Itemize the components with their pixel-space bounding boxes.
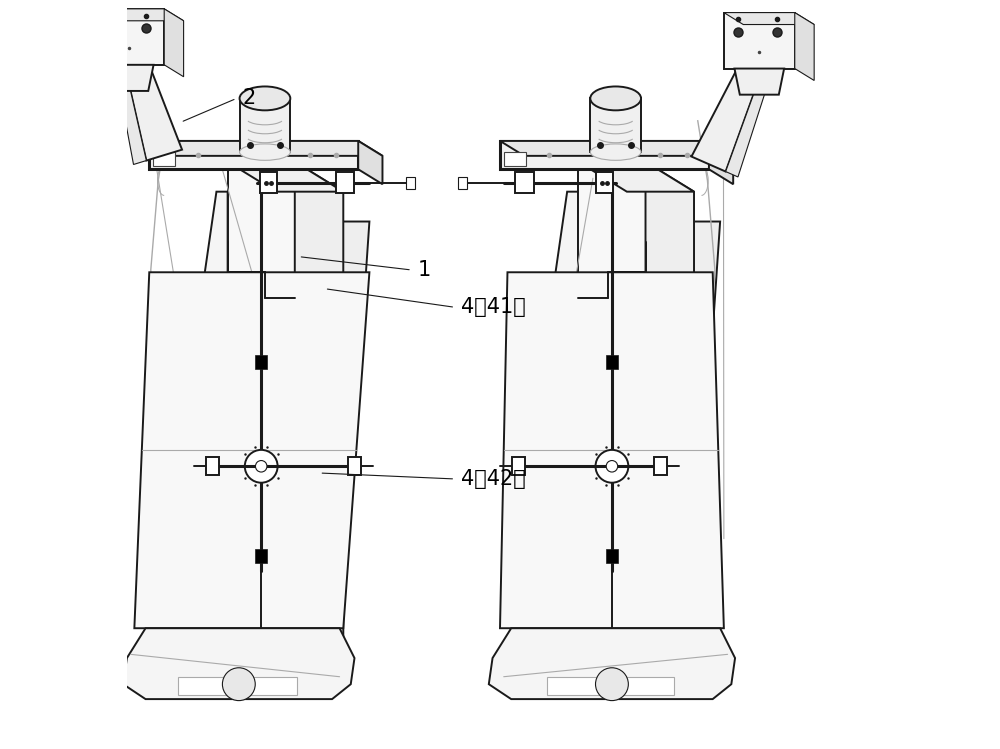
Polygon shape xyxy=(93,9,164,65)
Ellipse shape xyxy=(590,144,641,160)
Bar xyxy=(255,355,267,369)
Bar xyxy=(547,676,674,695)
Circle shape xyxy=(125,49,143,67)
Polygon shape xyxy=(489,628,735,699)
Bar xyxy=(606,355,618,369)
Bar xyxy=(406,177,415,189)
Bar xyxy=(260,172,277,193)
Text: 4（42）: 4（42） xyxy=(461,469,526,489)
Circle shape xyxy=(222,668,255,700)
Polygon shape xyxy=(578,162,646,610)
Polygon shape xyxy=(149,141,358,169)
Circle shape xyxy=(596,668,628,700)
Bar xyxy=(240,98,290,152)
Circle shape xyxy=(606,461,618,472)
Bar xyxy=(606,549,618,562)
Bar xyxy=(458,177,467,189)
Polygon shape xyxy=(157,192,228,606)
Polygon shape xyxy=(104,65,154,91)
Polygon shape xyxy=(795,13,814,80)
Polygon shape xyxy=(507,192,578,606)
Polygon shape xyxy=(228,162,295,610)
Ellipse shape xyxy=(240,144,290,160)
Polygon shape xyxy=(123,628,354,699)
Polygon shape xyxy=(578,162,694,192)
Text: 1: 1 xyxy=(418,260,431,280)
Polygon shape xyxy=(646,162,694,640)
Bar xyxy=(348,458,361,475)
Polygon shape xyxy=(295,162,343,640)
Polygon shape xyxy=(164,9,184,76)
Bar xyxy=(153,152,175,166)
Polygon shape xyxy=(134,273,369,628)
Bar xyxy=(206,458,219,475)
Bar xyxy=(654,458,667,475)
Polygon shape xyxy=(709,141,733,184)
Polygon shape xyxy=(228,162,343,192)
Circle shape xyxy=(745,52,763,70)
Circle shape xyxy=(255,461,267,472)
Polygon shape xyxy=(735,69,784,94)
Polygon shape xyxy=(124,54,182,160)
Bar xyxy=(596,172,613,193)
Polygon shape xyxy=(691,57,764,172)
Polygon shape xyxy=(500,273,724,628)
Polygon shape xyxy=(115,61,146,165)
Polygon shape xyxy=(500,141,709,169)
Polygon shape xyxy=(93,9,184,21)
Polygon shape xyxy=(500,141,733,156)
Bar xyxy=(178,676,297,695)
Polygon shape xyxy=(690,222,720,606)
Text: 4（41）: 4（41） xyxy=(461,297,526,318)
Bar xyxy=(255,549,267,562)
Polygon shape xyxy=(149,141,382,156)
Bar xyxy=(512,458,525,475)
Bar xyxy=(515,172,534,193)
Circle shape xyxy=(245,450,278,482)
Polygon shape xyxy=(340,222,369,606)
Polygon shape xyxy=(358,141,382,184)
Polygon shape xyxy=(724,13,814,25)
Text: 2: 2 xyxy=(243,88,256,109)
Bar xyxy=(504,152,526,166)
Ellipse shape xyxy=(240,86,290,110)
Ellipse shape xyxy=(590,86,641,110)
Polygon shape xyxy=(724,13,795,69)
Bar xyxy=(336,172,354,193)
Polygon shape xyxy=(726,66,773,177)
Bar xyxy=(590,98,641,152)
Circle shape xyxy=(596,450,628,482)
